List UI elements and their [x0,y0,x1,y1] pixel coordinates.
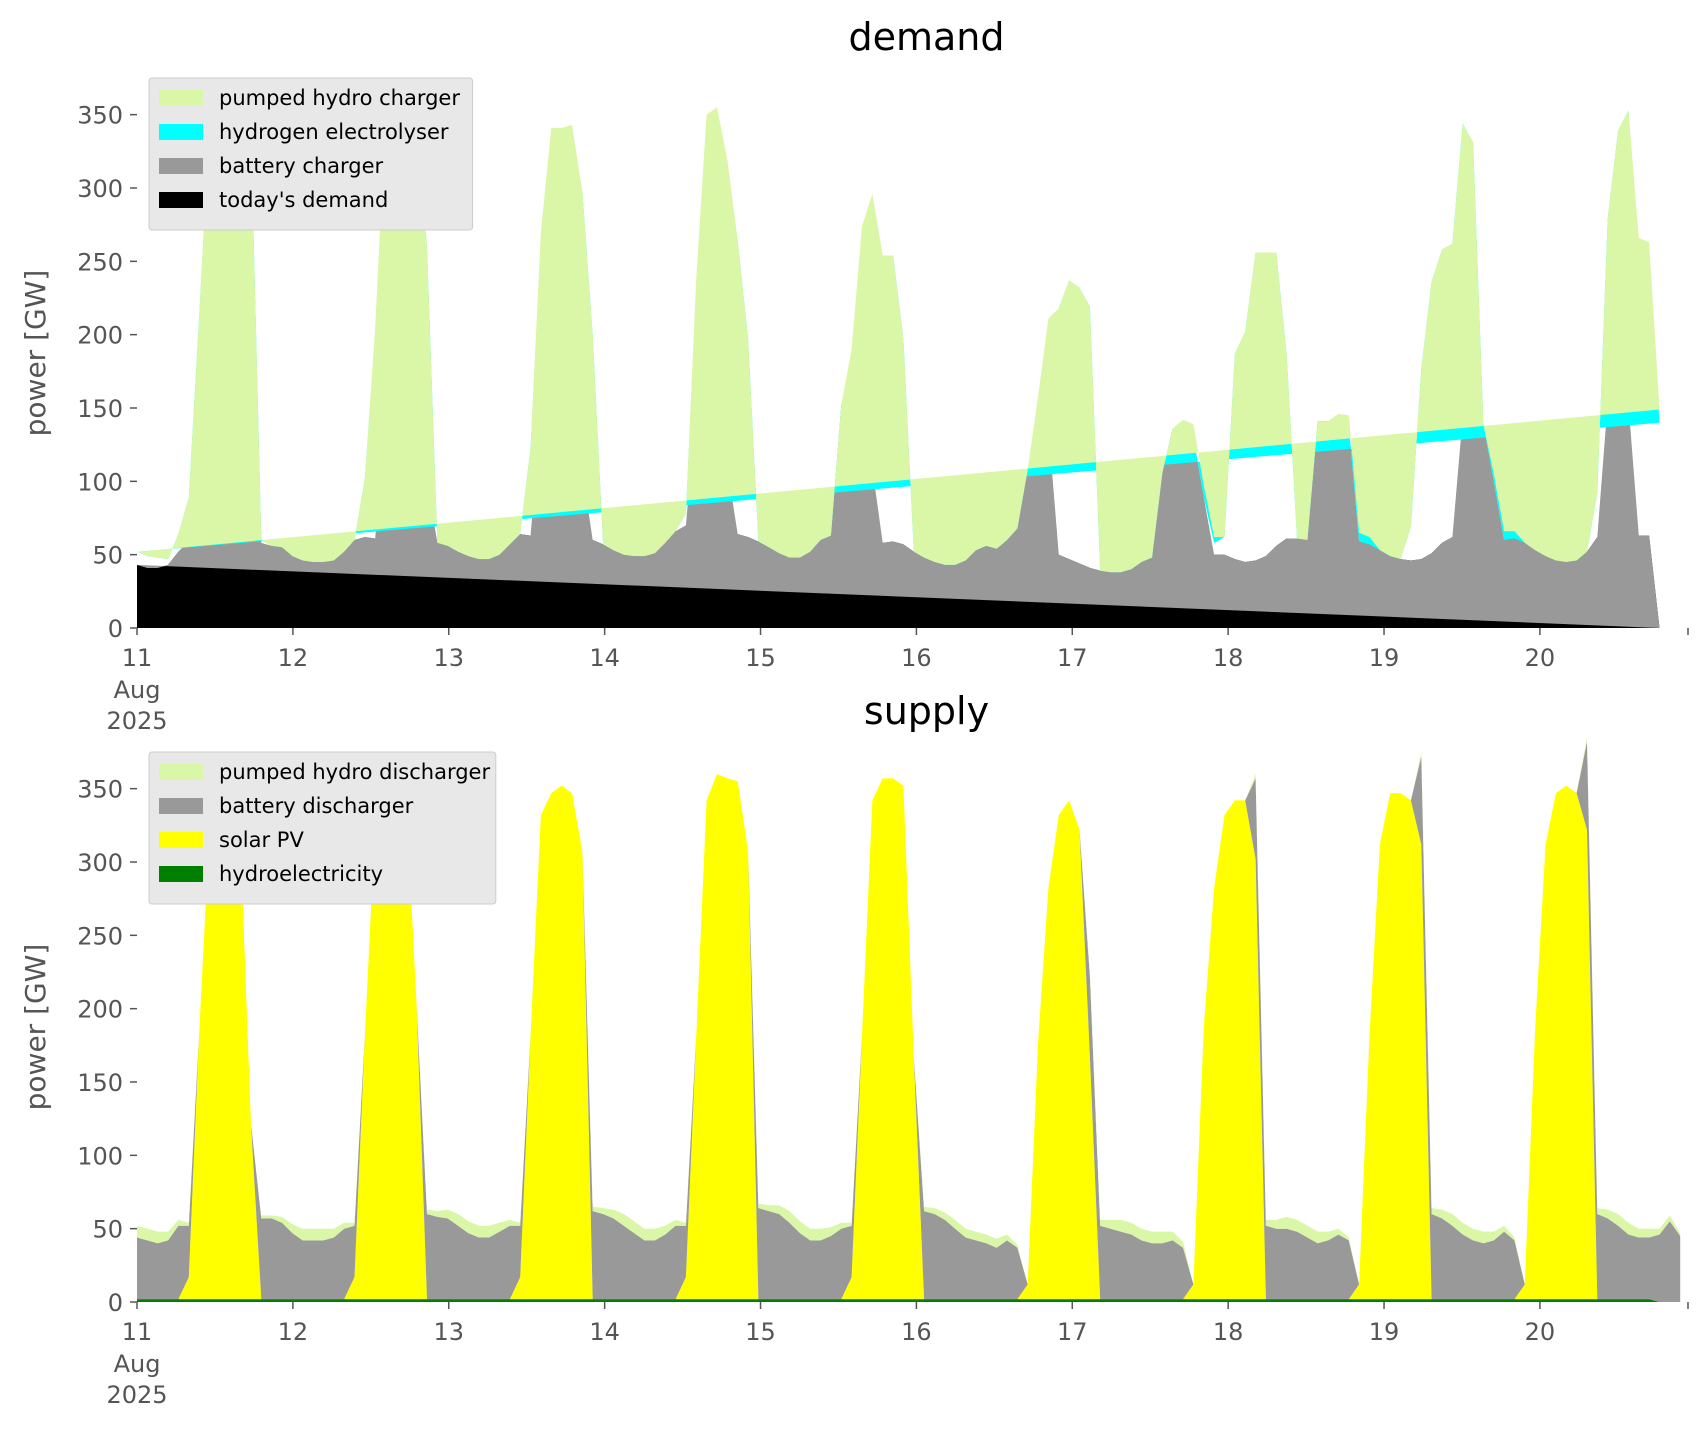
legend-swatch [159,124,203,140]
y-tick-label: 300 [77,175,123,203]
y-tick-label: 200 [77,322,123,350]
x-tick-label: 16 [901,1318,932,1346]
y-tick-label: 350 [77,102,123,130]
x-tick-sublabel: Aug [114,1350,161,1378]
legend-entry: battery charger [219,154,384,178]
y-tick-label: 150 [77,395,123,423]
x-tick-label: 19 [1369,1318,1400,1346]
y-tick-label: 250 [77,248,123,276]
legend-swatch [159,764,203,780]
y-tick-label: 200 [77,996,123,1024]
y-tick-label: 100 [77,1142,123,1170]
y-tick-label: 150 [77,1069,123,1097]
y-tick-label: 50 [92,542,123,570]
legend-entry: solar PV [219,828,304,852]
supply-panel: supply 0 50 100 150 200 250 300 350 power [GW] 11 A… [19,689,1689,1409]
x-tick-label: 12 [278,644,309,672]
x-tick-label: 11 [122,644,153,672]
legend-swatch [159,192,203,208]
legend-swatch [159,798,203,814]
legend-entry: hydrogen electrolyser [219,120,449,144]
x-tick-label: 19 [1369,644,1400,672]
x-tick-label: 14 [589,1318,620,1346]
x-tick-label: 15 [745,1318,776,1346]
legend-swatch [159,90,203,106]
y-tick-label: 100 [77,468,123,496]
x-tick-label: 20 [1525,1318,1556,1346]
x-tick-label: 14 [589,644,620,672]
x-tick-label: 15 [745,644,776,672]
legend-box [148,751,497,905]
y-tick-label: 250 [77,922,123,950]
legend-swatch [159,832,203,848]
area-battery-charger [137,402,1660,628]
x-tick-label: 17 [1057,644,1088,672]
legend-entry: hydroelectricity [219,862,383,886]
x-tick-label: 17 [1057,1318,1088,1346]
chart-title: supply [864,689,989,733]
legend-entry: today's demand [219,188,388,212]
legend-box [148,77,474,231]
x-tick-label: 20 [1525,644,1556,672]
demand-panel: demand 0 50 100 150 200 250 300 350 power [GW] 11 A… [19,15,1689,735]
legend-entry: battery discharger [219,794,414,818]
legend-swatch [159,866,203,882]
area-solar-pv [137,774,1681,1302]
legend-entry: pumped hydro charger [219,86,460,110]
x-tick-label: 12 [278,1318,309,1346]
area-pumped-hydro-charger [137,107,1660,573]
area-battery-discharger [137,741,1681,1302]
x-tick-label: 11 [122,1318,153,1346]
y-tick-label: 0 [108,1289,123,1317]
chart-title: demand [848,15,1004,59]
y-tick-label: 0 [108,615,123,643]
x-tick-label: 18 [1213,644,1244,672]
x-tick-sublabel: 2025 [106,707,167,735]
legend-entry: pumped hydro discharger [219,760,490,784]
x-tick-label: 13 [433,644,464,672]
x-tick-sublabel: 2025 [106,1381,167,1409]
y-axis-label: power [GW] [19,270,52,437]
x-tick-label: 13 [433,1318,464,1346]
y-axis-label: power [GW] [19,944,52,1111]
legend-swatch [159,158,203,174]
y-tick-label: 300 [77,849,123,877]
y-tick-label: 350 [77,776,123,804]
y-tick-label: 50 [92,1216,123,1244]
x-tick-label: 18 [1213,1318,1244,1346]
x-tick-label: 16 [901,644,932,672]
area-hydroelectricity [137,1299,1681,1302]
x-tick-sublabel: Aug [114,676,161,704]
area-pumped-hydro-discharger [137,737,1681,1285]
